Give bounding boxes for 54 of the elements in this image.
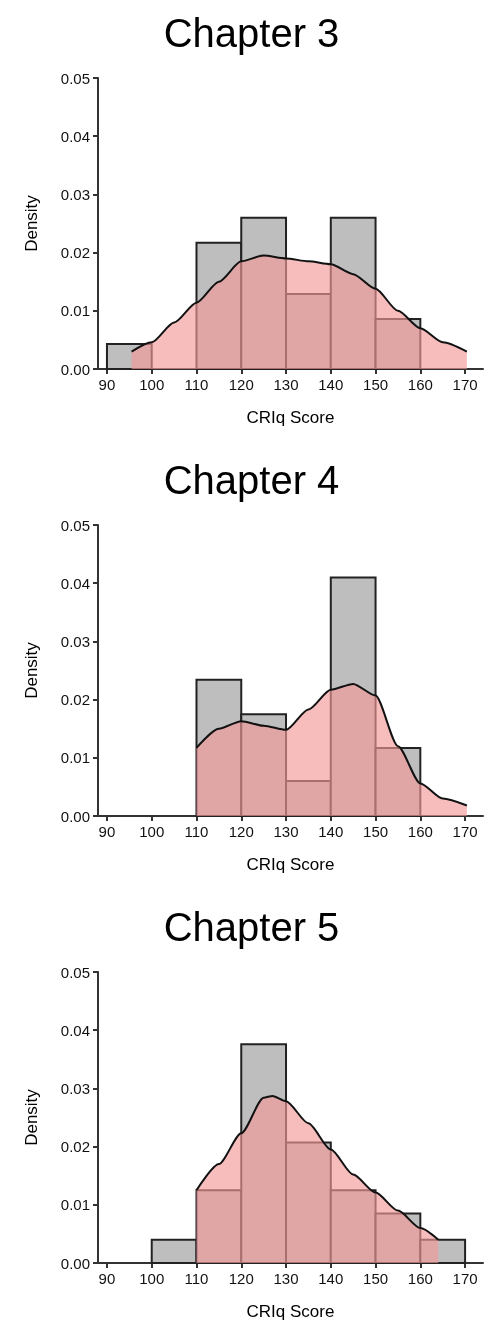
x-tick-label: 170 xyxy=(452,376,478,393)
x-tick-label: 90 xyxy=(98,823,116,840)
x-tick-label: 90 xyxy=(98,1270,116,1287)
y-tick-label: 0.02 xyxy=(60,691,90,709)
x-tick-label: 120 xyxy=(228,376,254,393)
chart-title: Chapter 3 xyxy=(163,11,340,55)
x-tick-label: 140 xyxy=(318,376,344,393)
y-axis-title: Density xyxy=(22,194,41,252)
y-tick-label: 0.03 xyxy=(60,1079,90,1097)
y-tick-label: 0.05 xyxy=(60,963,90,981)
x-tick-label: 150 xyxy=(363,376,389,393)
y-tick-label: 0.04 xyxy=(60,1021,90,1039)
x-axis-title: CRIq Score xyxy=(246,1302,335,1321)
y-tick-label: 0.00 xyxy=(60,360,90,378)
y-tick-label: 0.00 xyxy=(60,807,90,825)
x-tick-label: 160 xyxy=(407,376,433,393)
chart-title: Chapter 5 xyxy=(163,905,340,949)
x-axis-title: CRIq Score xyxy=(246,855,335,874)
x-tick-label: 130 xyxy=(273,376,299,393)
y-tick-label: 0.05 xyxy=(60,69,90,87)
x-tick-label: 120 xyxy=(228,823,254,840)
y-tick-label: 0.03 xyxy=(60,632,90,650)
y-tick-label: 0.04 xyxy=(60,127,90,145)
x-tick-label: 170 xyxy=(452,1270,478,1287)
y-tick-label: 0.01 xyxy=(60,749,90,767)
x-tick-label: 100 xyxy=(139,1270,165,1287)
y-tick-label: 0.02 xyxy=(60,1138,90,1156)
x-tick-label: 160 xyxy=(407,823,433,840)
x-tick-label: 110 xyxy=(184,823,209,840)
x-tick-label: 170 xyxy=(452,823,478,840)
y-tick-label: 0.03 xyxy=(60,185,90,203)
x-tick-label: 100 xyxy=(139,823,165,840)
x-tick-label: 140 xyxy=(318,1270,344,1287)
x-tick-label: 110 xyxy=(184,1270,209,1287)
x-tick-label: 120 xyxy=(228,1270,254,1287)
x-tick-label: 130 xyxy=(273,1270,299,1287)
x-tick-label: 100 xyxy=(139,376,165,393)
x-axis-title: CRIq Score xyxy=(246,408,335,427)
x-tick-label: 150 xyxy=(363,823,389,840)
y-tick-label: 0.00 xyxy=(60,1254,90,1272)
x-tick-label: 110 xyxy=(184,376,209,393)
x-tick-label: 130 xyxy=(273,823,299,840)
y-tick-label: 0.01 xyxy=(60,1196,90,1214)
x-tick-label: 90 xyxy=(98,376,116,393)
y-axis-title: Density xyxy=(22,1088,41,1146)
y-tick-label: 0.04 xyxy=(60,574,90,592)
x-tick-label: 140 xyxy=(318,823,344,840)
y-tick-label: 0.02 xyxy=(60,244,90,262)
chart-title: Chapter 4 xyxy=(163,458,340,502)
y-tick-label: 0.01 xyxy=(60,302,90,320)
x-tick-label: 150 xyxy=(363,1270,389,1287)
x-tick-label: 160 xyxy=(407,1270,433,1287)
y-axis-title: Density xyxy=(22,641,41,699)
y-tick-label: 0.05 xyxy=(60,516,90,534)
